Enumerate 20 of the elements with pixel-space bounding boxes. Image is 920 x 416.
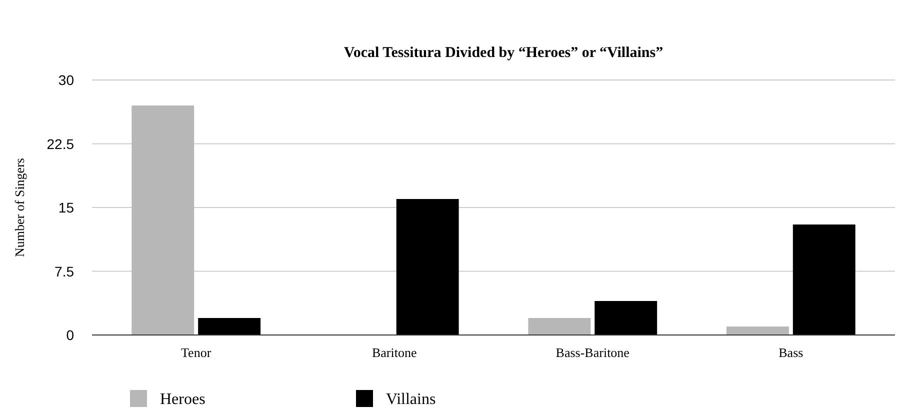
- legend-label: Heroes: [160, 391, 206, 408]
- y-tick-label: 15: [58, 200, 74, 216]
- bar: [726, 326, 789, 335]
- y-tick-label: 7.5: [54, 263, 74, 280]
- chart-title: Vocal Tessitura Divided by “Heroes” or “Villains”: [344, 45, 664, 61]
- y-axis-title: Number of Singers: [12, 158, 27, 257]
- bar: [594, 301, 658, 335]
- x-tick-label: Bass-Baritone: [556, 345, 630, 360]
- legend-label: Villains: [386, 391, 436, 408]
- bar: [792, 224, 856, 335]
- bar: [396, 199, 459, 335]
- x-tick-label: Baritone: [372, 345, 417, 360]
- y-tick-label: 22.5: [46, 136, 74, 152]
- y-tick-label: 0: [66, 327, 74, 343]
- x-tick-label: Bass: [778, 345, 804, 360]
- bar: [528, 318, 591, 335]
- y-tick-label: 30: [58, 72, 74, 88]
- bar: [198, 318, 261, 335]
- bar: [132, 106, 194, 335]
- x-tick-label: Tenor: [181, 345, 212, 360]
